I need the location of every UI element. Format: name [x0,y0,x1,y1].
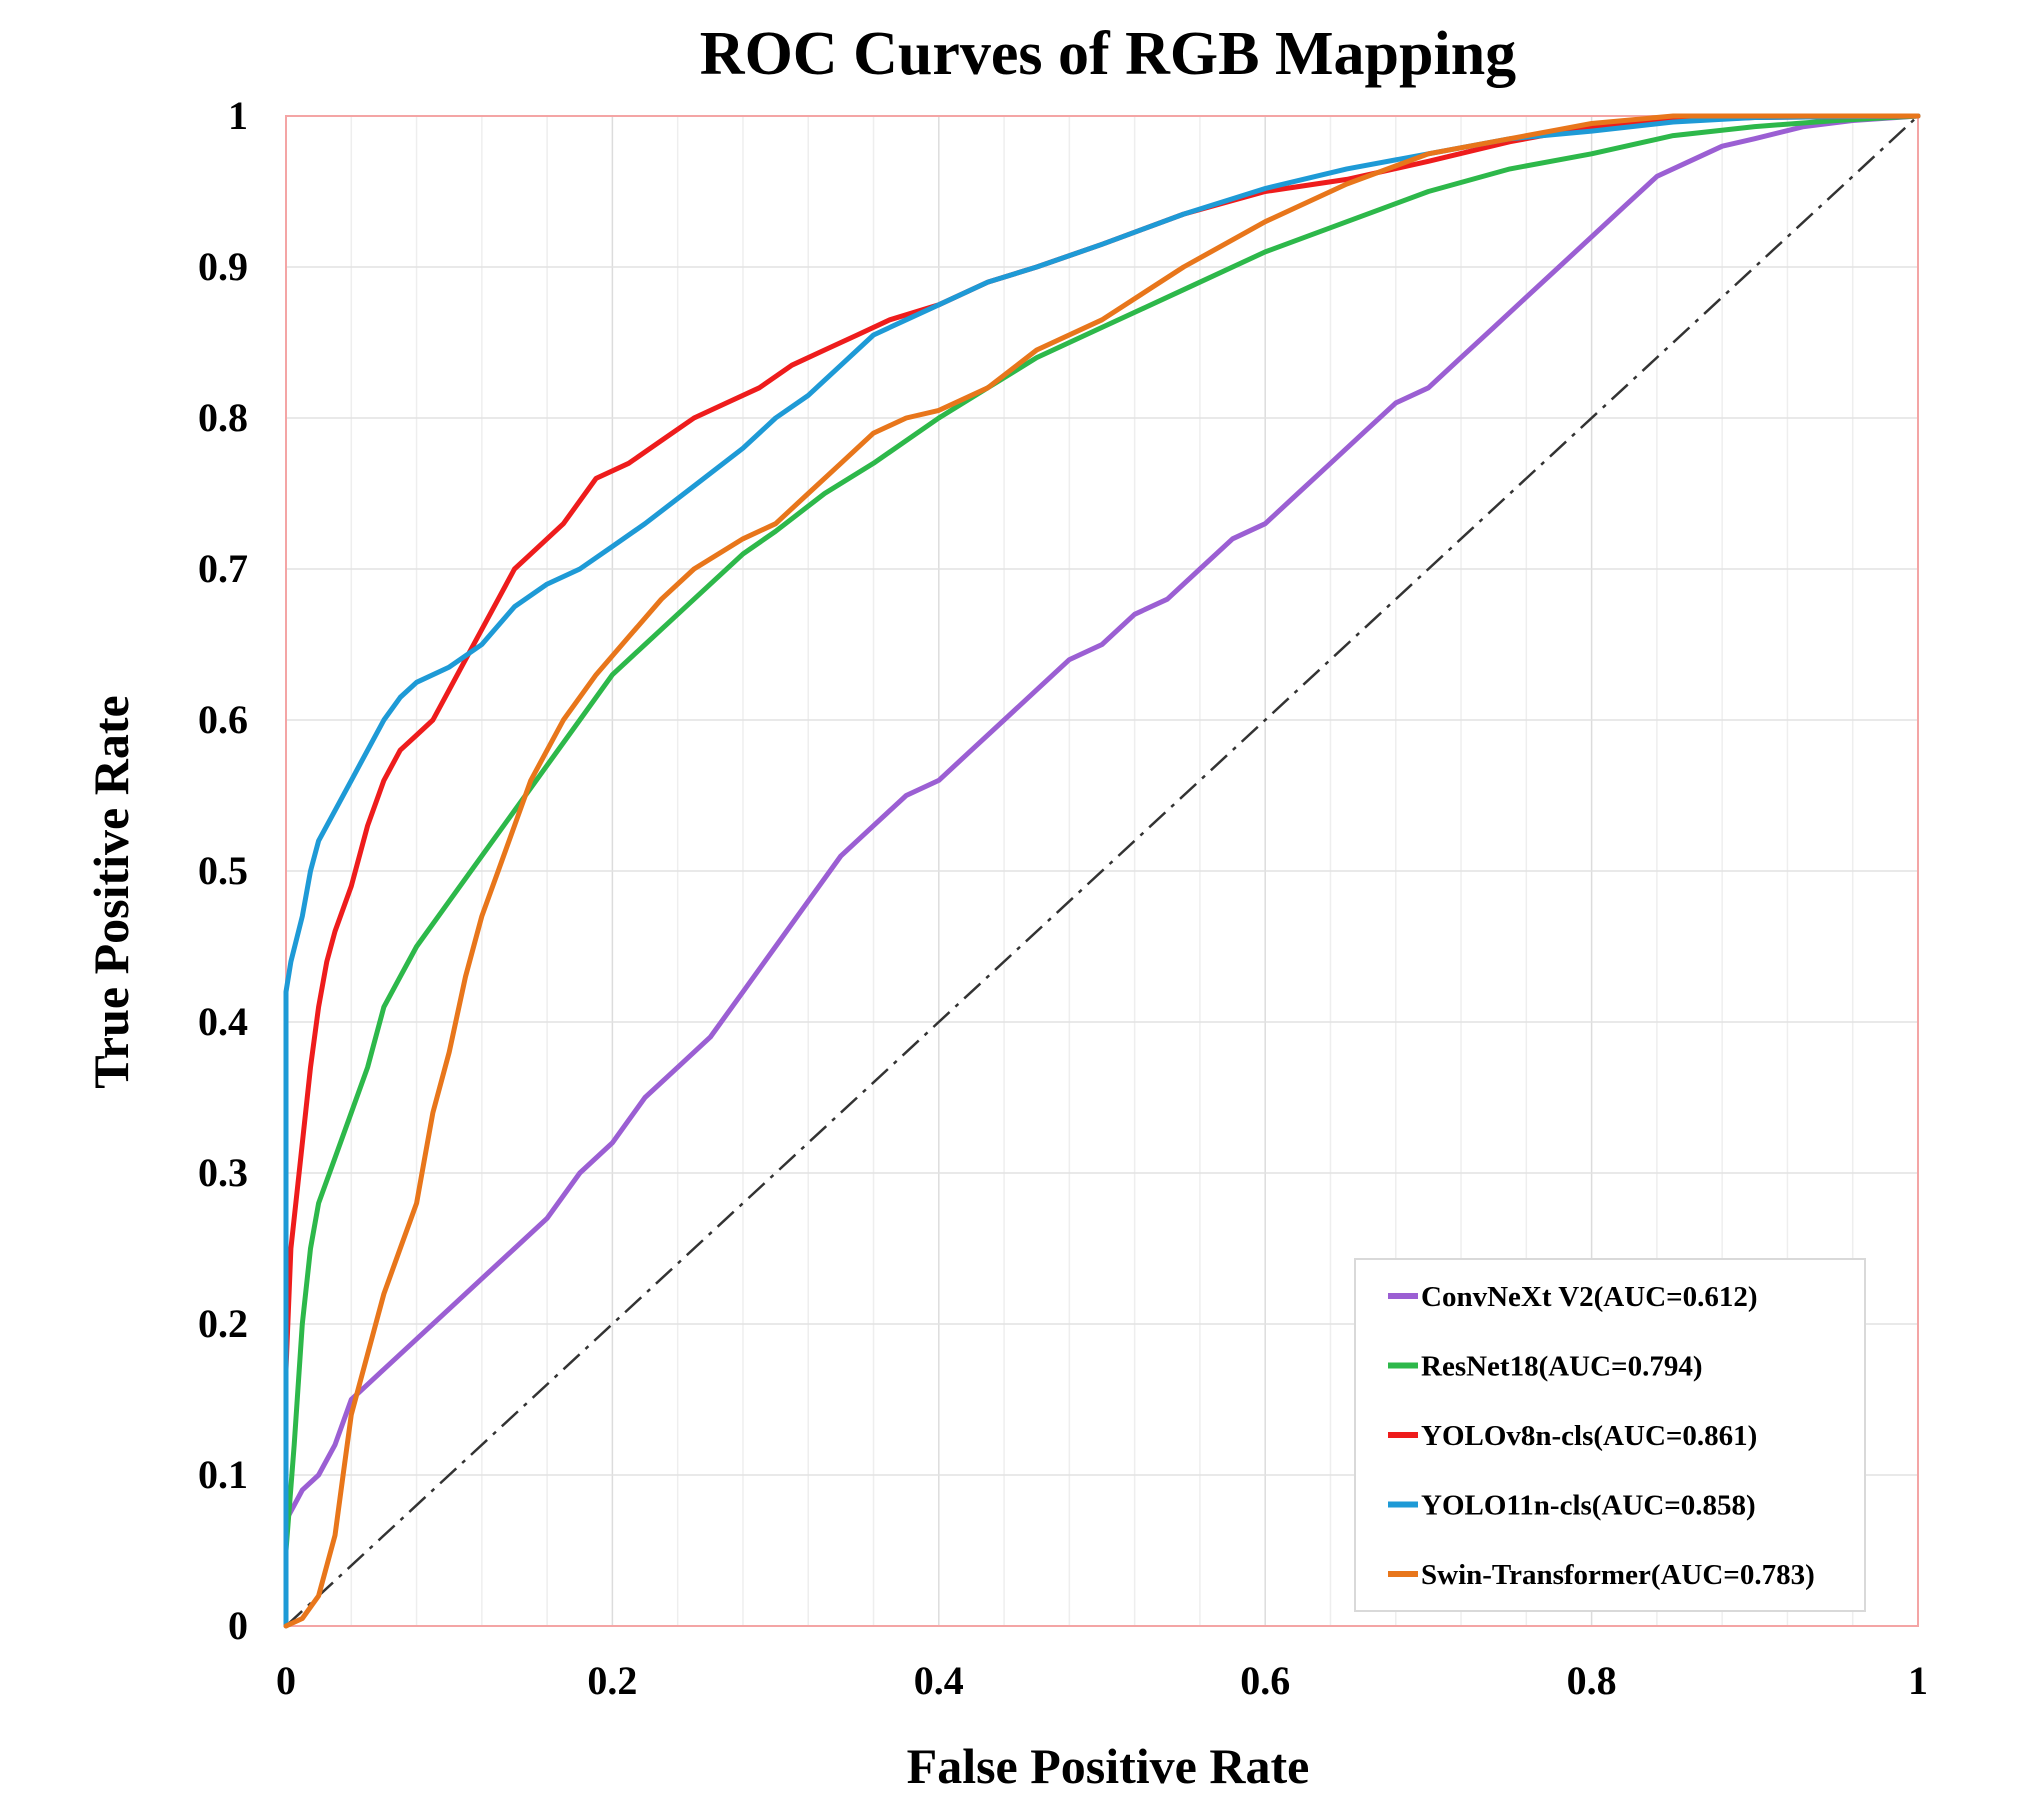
legend: ConvNeXt V2(AUC=0.612) ResNet18(AUC=0.794… [1354,1258,1866,1612]
legend-box [1354,1258,1866,1612]
chart-title: ROC Curves of RGB Mapping [700,20,1516,88]
tick-layer: 0 0.2 0.4 0.6 0.8 1 0 0.1 0.2 0.3 0.4 0.5 0.6 0.7 0.8 0… [198,93,1928,1703]
x-tick-label: 0.2 [587,1658,637,1703]
legend-label: ConvNeXt V2(AUC=0.612) [1421,1281,1758,1313]
x-axis-title: False Positive Rate [907,1738,1310,1794]
x-tick-label: 0.4 [914,1658,964,1703]
y-tick-label: 0.1 [198,1452,248,1497]
y-tick-label: 0.6 [198,697,248,742]
legend-label: Swin-Transformer(AUC=0.783) [1421,1559,1815,1591]
series-line [283,113,1921,1629]
y-tick-label: 0.2 [198,1301,248,1346]
x-tick-label: 1 [1908,1658,1928,1703]
series-layer [283,113,1921,1629]
legend-label: YOLOv8n-cls(AUC=0.861) [1421,1420,1757,1452]
series-line [283,113,1921,1629]
y-tick-label: 0.8 [198,395,248,440]
legend-items: ConvNeXt V2(AUC=0.612) ResNet18(AUC=0.794… [1388,1281,1815,1591]
x-tick-label: 0.6 [1240,1658,1290,1703]
x-tick-label: 0 [276,1658,296,1703]
series-line [283,113,1921,1523]
y-tick-label: 1 [228,93,248,138]
y-tick-label: 0.7 [198,546,248,591]
y-tick-label: 0.9 [198,244,248,289]
x-tick-label: 0.8 [1567,1658,1617,1703]
y-tick-label: 0.4 [198,999,248,1044]
plot-frame [285,115,1919,1627]
y-axis-title: True Positive Rate [83,695,139,1088]
series-line [283,113,1921,1372]
series-line [283,113,1921,1553]
y-tick-label: 0.3 [198,1150,248,1195]
y-tick-label: 0.5 [198,848,248,893]
y-tick-label: 0 [228,1603,248,1648]
reference-diagonal-line [285,115,1919,1627]
legend-label: ResNet18(AUC=0.794) [1421,1351,1703,1383]
legend-label: YOLO11n-cls(AUC=0.858) [1421,1490,1756,1522]
